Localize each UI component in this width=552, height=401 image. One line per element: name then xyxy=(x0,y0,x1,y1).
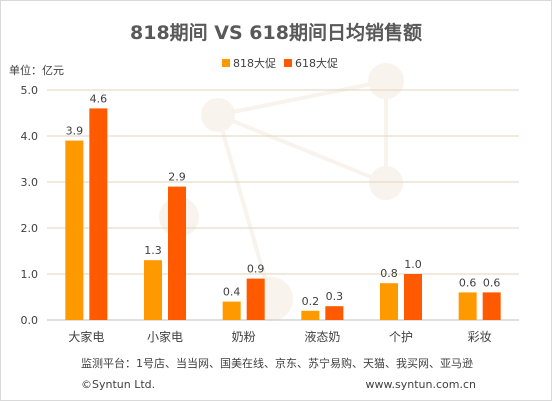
bar-618 xyxy=(168,186,186,320)
legend-swatch xyxy=(222,59,230,67)
y-tick-label: 0.0 xyxy=(21,314,39,327)
data-label: 0.2 xyxy=(302,295,320,308)
data-label: 1.0 xyxy=(404,258,422,271)
x-tick-label: 液态奶 xyxy=(304,329,340,344)
bar-618 xyxy=(89,108,108,321)
y-tick-label: 4.0 xyxy=(21,130,39,143)
x-tick-label: 小家电 xyxy=(147,329,183,344)
bars: 3.9 4.6 1.3 2.9 0.4 0.9 0.2 0.3 0.8 1.0 0.6 0.6 xyxy=(65,92,501,321)
chart-title: 818期间 VS 618期间日均销售额 xyxy=(130,21,422,44)
data-label: 2.9 xyxy=(168,171,186,184)
y-tick-label: 3.0 xyxy=(21,176,39,189)
data-label: 0.6 xyxy=(483,276,501,289)
bar-618 xyxy=(404,274,422,320)
bar-818 xyxy=(380,283,398,320)
bar-818 xyxy=(144,260,162,320)
y-tick-label: 1.0 xyxy=(21,268,39,281)
legend-swatch xyxy=(284,59,292,67)
x-axis: 大家电 小家电 奶粉 液态奶 个护 彩妆 xyxy=(68,329,491,344)
legend-label: 818大促 xyxy=(233,56,276,70)
bar-818 xyxy=(458,292,477,320)
x-tick-label: 奶粉 xyxy=(232,330,256,344)
x-tick-label: 大家电 xyxy=(68,329,104,344)
data-label: 1.3 xyxy=(144,244,162,257)
y-tick-label: 5.0 xyxy=(21,84,39,97)
data-label: 0.4 xyxy=(223,286,241,299)
copyright: ©Syntun Ltd. xyxy=(81,378,155,391)
data-label: 3.9 xyxy=(66,125,84,138)
data-label: 0.6 xyxy=(459,276,477,289)
data-label: 0.8 xyxy=(380,267,398,280)
legend-label: 618大促 xyxy=(295,56,338,70)
bar-618 xyxy=(325,306,344,320)
data-label: 4.6 xyxy=(90,92,108,105)
x-tick-label: 彩妆 xyxy=(468,330,492,344)
data-label: 0.9 xyxy=(247,263,265,276)
bar-618 xyxy=(482,292,501,320)
bar-818 xyxy=(65,140,84,320)
data-label: 0.3 xyxy=(326,290,344,303)
unit-label: 单位：亿元 xyxy=(9,63,64,77)
y-tick-label: 2.0 xyxy=(21,222,39,235)
watermark-graphic xyxy=(159,63,404,321)
website: www.syntun.com.cn xyxy=(366,378,476,391)
y-axis: 0.0 1.0 2.0 3.0 4.0 5.0 xyxy=(21,84,39,327)
source-note: 监测平台：1号店、当当网、国美在线、京东、苏宁易购、天猫、我买网、亚马逊 xyxy=(81,356,473,370)
legend: 818大促 618大促 xyxy=(222,56,338,70)
x-tick-label: 个护 xyxy=(389,330,413,344)
bar-818 xyxy=(301,310,320,320)
bar-818 xyxy=(222,301,241,320)
gridlines xyxy=(47,89,519,321)
bar-618 xyxy=(246,278,265,320)
